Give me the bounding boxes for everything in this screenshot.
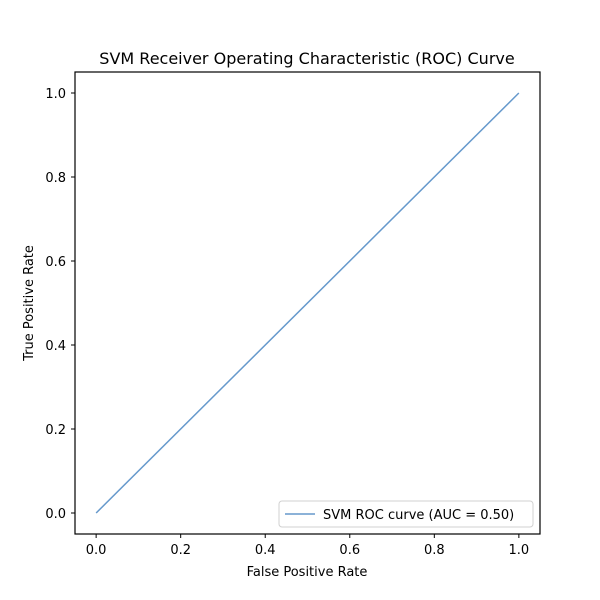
x-tick-label: 1.0 [509, 543, 530, 558]
roc-curve-line [95, 92, 520, 514]
legend-box [278, 500, 534, 528]
x-tick-label: 0.0 [86, 543, 107, 558]
x-axis-ticks: 0.0 0.2 0.4 0.6 0.8 1.0 [86, 534, 529, 558]
plot-area [95, 92, 520, 514]
x-tick-label: 0.6 [339, 543, 360, 558]
y-tick-label: 1.0 [45, 87, 66, 102]
legend-entry: SVM ROC curve (AUC = 0.50) [323, 508, 514, 523]
x-axis-label: False Positive Rate [247, 565, 368, 580]
y-axis-label: True Positive Rate [22, 245, 37, 362]
x-tick-label: 0.8 [424, 543, 445, 558]
y-tick-label: 0.2 [45, 423, 66, 438]
x-tick-label: 0.2 [170, 543, 191, 558]
y-axis-ticks: 0.0 0.2 0.4 0.6 0.8 1.0 [45, 87, 75, 522]
chart-title: SVM Receiver Operating Characteristic (R… [99, 49, 514, 68]
plot-frame [74, 71, 541, 535]
y-tick-label: 0.6 [45, 255, 66, 270]
y-tick-label: 0.0 [45, 507, 66, 522]
legend: SVM ROC curve (AUC = 0.50) [278, 500, 534, 528]
y-tick-label: 0.8 [45, 171, 66, 186]
y-tick-label: 0.4 [45, 339, 66, 354]
x-tick-label: 0.4 [255, 543, 276, 558]
